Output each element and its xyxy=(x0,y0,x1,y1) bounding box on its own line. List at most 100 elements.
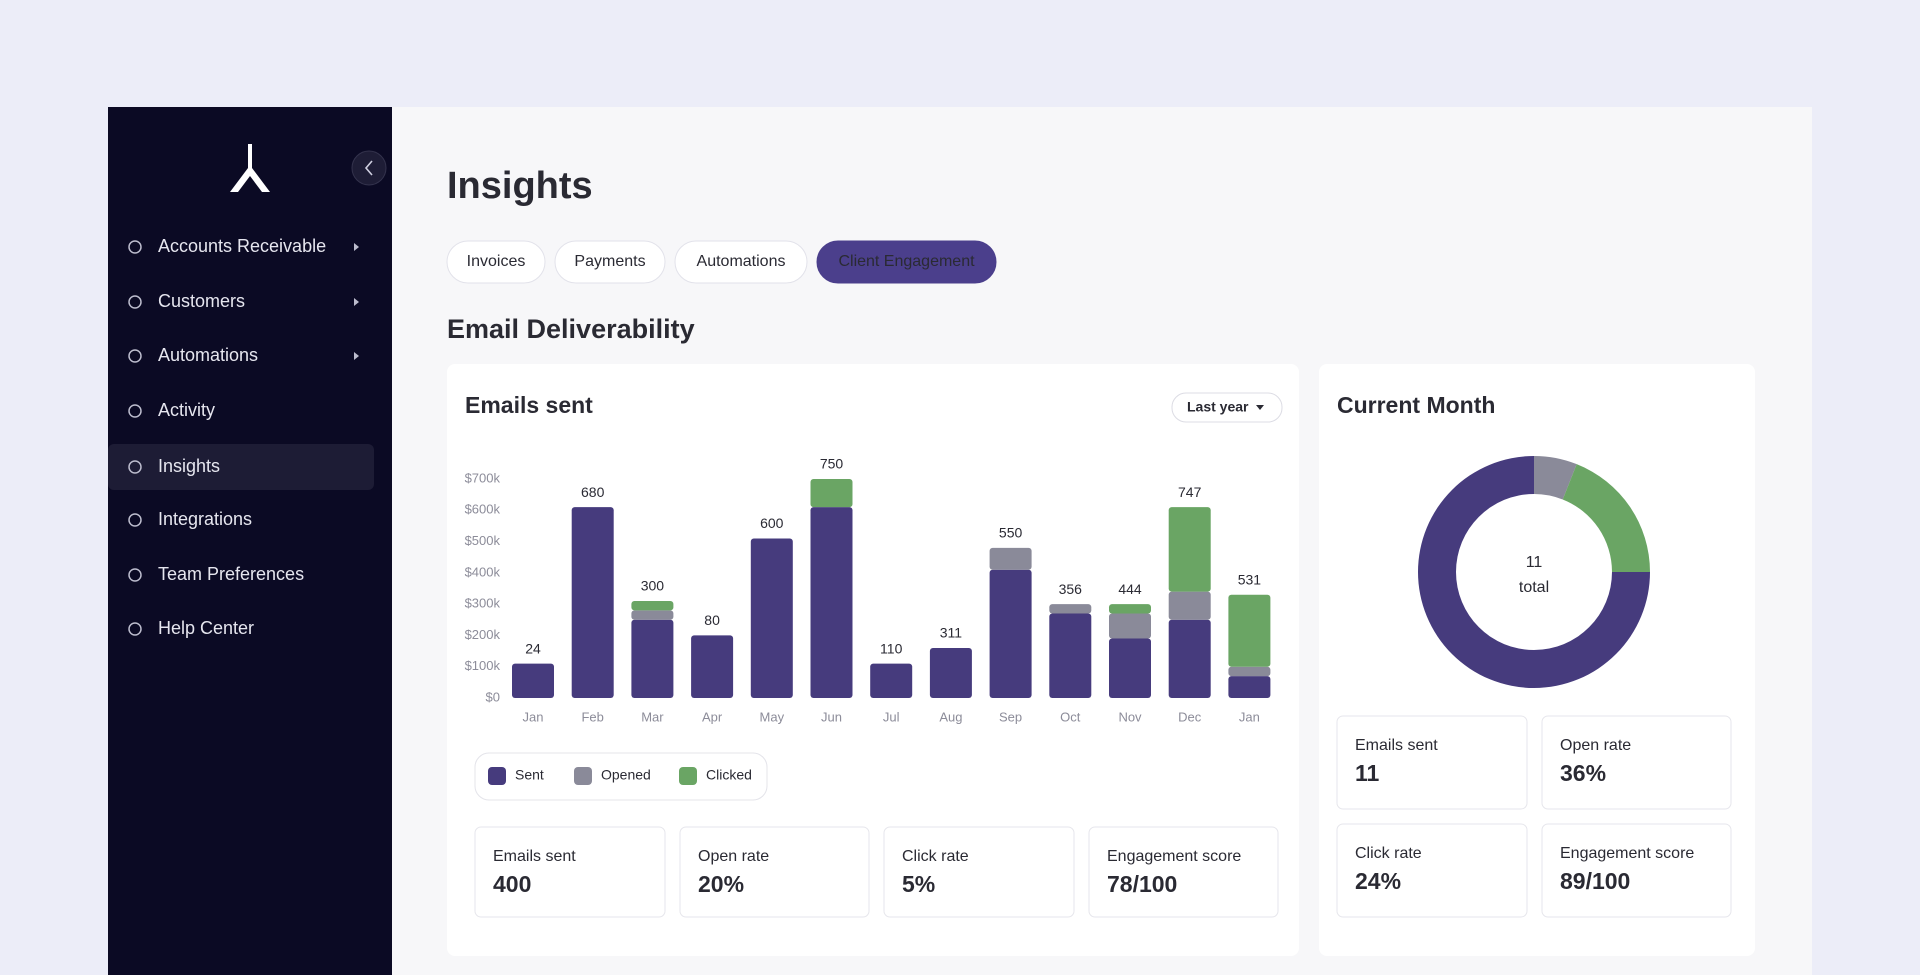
legend-label: Clicked xyxy=(706,767,752,783)
y-tick-label: $100k xyxy=(465,658,501,673)
nav-label: Accounts Receivable xyxy=(158,236,326,256)
bar-segment xyxy=(1168,591,1211,620)
donut-center-label: total xyxy=(1519,579,1549,596)
nav-icon xyxy=(128,460,142,474)
collapse-icon xyxy=(364,160,373,176)
legend-swatch xyxy=(574,767,592,785)
nav-label: Insights xyxy=(158,456,220,476)
legend-swatch xyxy=(488,767,506,785)
stat-card xyxy=(1541,823,1732,918)
bar-segment xyxy=(1168,507,1211,592)
nav-item[interactable] xyxy=(108,389,374,433)
x-tick-label: May xyxy=(760,709,785,724)
nav-active-bg xyxy=(108,444,374,490)
stat-card xyxy=(883,826,1075,918)
nav-icon xyxy=(128,404,142,418)
stat-value: 11 xyxy=(1355,760,1380,786)
stat-label: Emails sent xyxy=(1355,737,1438,754)
collapse-button[interactable] xyxy=(351,150,387,186)
nav-icon xyxy=(128,240,142,254)
bar-segment xyxy=(870,663,913,698)
stat-value: 24% xyxy=(1355,868,1401,894)
tab-label: Automations xyxy=(697,253,786,270)
x-tick-label: Mar xyxy=(641,709,664,724)
nav-label: Activity xyxy=(158,400,215,420)
bar-total-label: 300 xyxy=(641,578,665,594)
stat-card xyxy=(679,826,870,918)
tab[interactable] xyxy=(816,240,997,284)
y-tick-label: $600k xyxy=(465,502,501,517)
nav-label: Customers xyxy=(158,291,245,311)
page-title: Insights xyxy=(447,165,593,207)
y-tick-label: $500k xyxy=(465,533,501,548)
stat-label: Emails sent xyxy=(493,848,576,865)
x-tick-label: Apr xyxy=(702,709,723,724)
nav-label: Automations xyxy=(158,345,258,365)
x-tick-label: Sep xyxy=(999,709,1022,724)
bar-segment xyxy=(631,619,674,698)
y-tick-label: $0 xyxy=(486,689,500,704)
nav-icon xyxy=(128,622,142,636)
dropdown[interactable] xyxy=(1171,392,1283,423)
x-tick-label: Nov xyxy=(1118,709,1142,724)
x-tick-label: Jan xyxy=(523,709,544,724)
donut-center-value: 11 xyxy=(1526,554,1543,571)
y-tick-label: $700k xyxy=(465,470,501,485)
bar-segment xyxy=(631,610,674,620)
dropdown-caret xyxy=(1256,405,1264,410)
bar-segment xyxy=(1109,604,1151,614)
stat-card xyxy=(1336,823,1528,918)
x-tick-label: Jun xyxy=(821,709,842,724)
x-tick-label: Aug xyxy=(939,709,962,724)
bar-segment xyxy=(1228,594,1271,667)
bar-segment xyxy=(810,479,853,508)
nav-icon xyxy=(128,568,142,582)
logo xyxy=(230,144,270,192)
bar-segment xyxy=(989,547,1032,570)
chart-title: Emails sent xyxy=(465,392,593,418)
y-tick-label: $300k xyxy=(465,596,501,611)
stat-label: Open rate xyxy=(1560,737,1631,754)
bar-total-label: 550 xyxy=(999,525,1023,541)
tab-label: Payments xyxy=(574,253,645,270)
bar-segment xyxy=(1049,604,1092,614)
tab[interactable] xyxy=(674,240,808,284)
nav: Accounts Receivable Customers Automations A… xyxy=(108,236,374,638)
bar-segment xyxy=(1109,638,1151,698)
stat-label: Engagement score xyxy=(1107,848,1241,865)
x-tick-label: Jan xyxy=(1239,709,1260,724)
bar-segment xyxy=(750,538,793,698)
stat-card xyxy=(1541,715,1732,810)
stat-label: Engagement score xyxy=(1560,845,1694,862)
bar-total-label: 750 xyxy=(820,456,844,472)
legend-label: Sent xyxy=(515,767,544,783)
legend xyxy=(474,752,768,801)
nav-icon xyxy=(128,295,142,309)
stat-value: 89/100 xyxy=(1560,868,1630,894)
section-title: Email Deliverability xyxy=(447,314,695,344)
bar-segment xyxy=(1228,666,1271,677)
bar-total-label: 356 xyxy=(1059,581,1083,597)
stat-value: 36% xyxy=(1560,760,1606,786)
tab-label: Invoices xyxy=(467,253,526,270)
stat-card xyxy=(1088,826,1279,918)
bar-segment xyxy=(1109,613,1151,639)
nav-icon xyxy=(128,349,142,363)
bar-total-label: 311 xyxy=(940,625,963,641)
y-tick-label: $400k xyxy=(465,564,501,579)
tab[interactable] xyxy=(554,240,666,284)
x-tick-label: Dec xyxy=(1178,709,1202,724)
bar-total-label: 444 xyxy=(1118,581,1142,597)
bar-total-label: 110 xyxy=(880,640,903,656)
tab[interactable] xyxy=(446,240,546,284)
nav-item[interactable] xyxy=(108,445,374,489)
bar-segment xyxy=(512,663,554,698)
bar-segment xyxy=(929,647,972,698)
stat-card xyxy=(1336,715,1528,810)
stat-card xyxy=(474,826,666,918)
x-tick-label: Feb xyxy=(581,709,603,724)
bar-total-label: 80 xyxy=(704,612,720,628)
x-tick-label: Oct xyxy=(1060,709,1081,724)
